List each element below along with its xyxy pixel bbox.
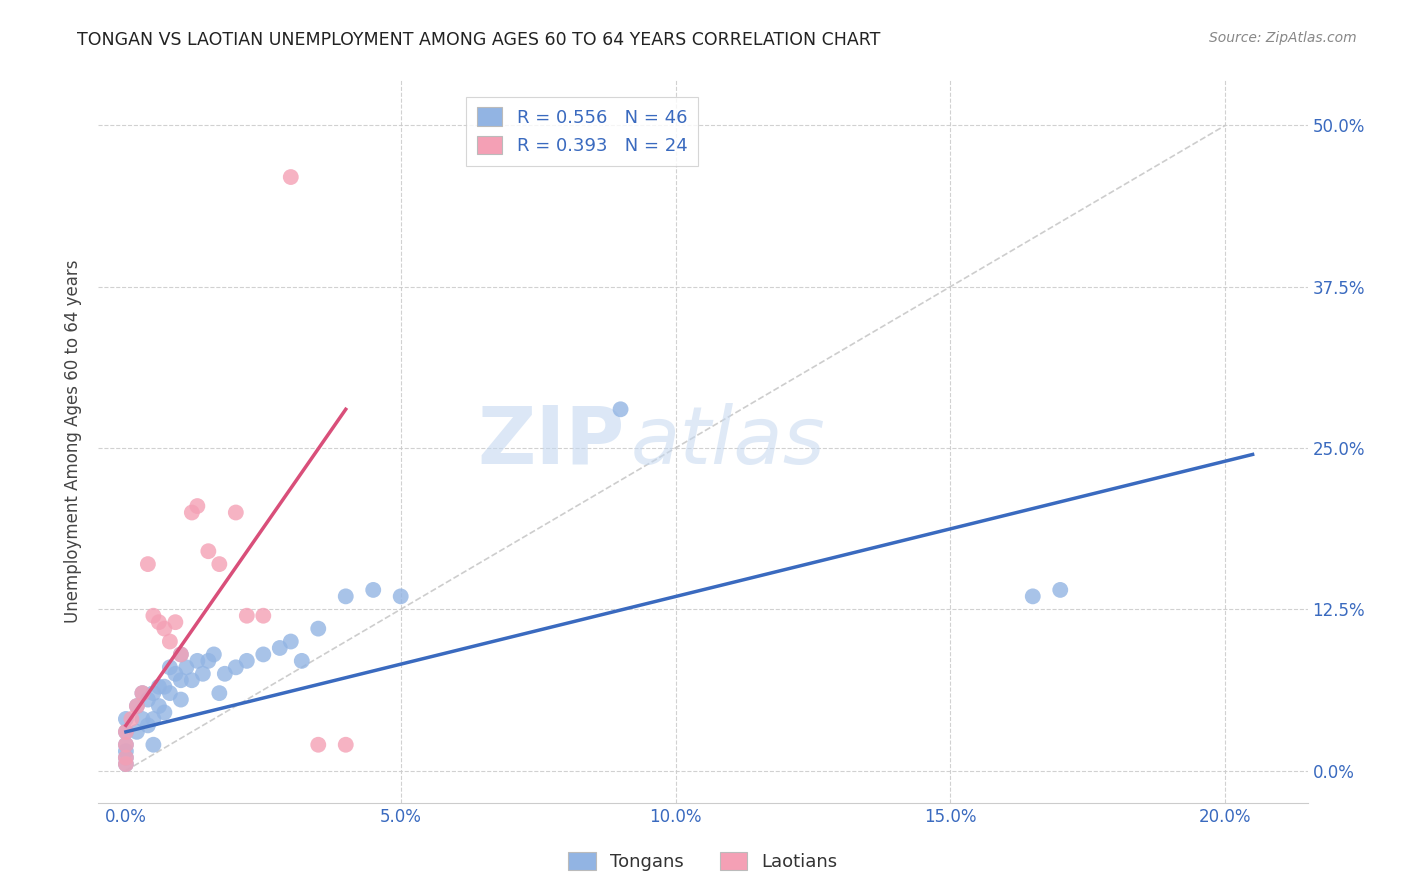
Point (361, 582, 384, 597)
Point (307, 622, 329, 636)
Text: Source: ZipAtlas.com: Source: ZipAtlas.com (1209, 31, 1357, 45)
Point (280, 169, 302, 184)
Point (153, 706, 176, 720)
Point (236, 608, 259, 623)
Point (136, 718, 159, 732)
Point (225, 506, 247, 520)
Point (159, 660, 181, 674)
Point (115, 738, 138, 752)
Point (115, 757, 138, 772)
Point (125, 724, 148, 739)
Point (202, 648, 225, 662)
Point (389, 590, 412, 604)
Y-axis label: Unemployment Among Ages 60 to 64 years: Unemployment Among Ages 60 to 64 years (65, 260, 83, 624)
Point (131, 686, 153, 700)
Point (148, 699, 170, 714)
Point (208, 557, 231, 571)
Point (136, 557, 159, 571)
Point (236, 654, 259, 668)
Point (131, 686, 153, 700)
Point (180, 506, 202, 520)
Point (291, 654, 314, 668)
Point (208, 686, 231, 700)
Point (159, 634, 181, 648)
Point (170, 692, 193, 706)
Text: atlas: atlas (630, 402, 825, 481)
Point (335, 738, 357, 752)
Point (115, 724, 138, 739)
Point (136, 692, 159, 706)
Point (1049, 582, 1071, 597)
Point (115, 712, 138, 726)
Point (225, 660, 247, 674)
Point (131, 712, 153, 726)
Point (170, 648, 193, 662)
Point (153, 622, 176, 636)
Point (180, 673, 202, 688)
Point (148, 680, 170, 694)
Point (165, 666, 187, 681)
Point (115, 750, 138, 764)
Point (170, 648, 193, 662)
Point (142, 712, 165, 726)
Legend: Tongans, Laotians: Tongans, Laotians (561, 845, 845, 879)
Point (1022, 590, 1045, 604)
Point (269, 640, 291, 655)
Point (142, 608, 165, 623)
Point (165, 615, 187, 630)
Point (197, 544, 219, 558)
Point (153, 680, 176, 694)
Point (176, 660, 198, 674)
Point (307, 738, 329, 752)
Point (197, 654, 219, 668)
Point (115, 757, 138, 772)
Point (159, 686, 181, 700)
Point (170, 673, 193, 688)
Text: ZIP: ZIP (477, 402, 624, 481)
Point (148, 615, 170, 630)
Point (214, 666, 236, 681)
Point (186, 654, 208, 668)
Point (125, 699, 148, 714)
Point (252, 608, 274, 623)
Point (280, 634, 302, 648)
Text: TONGAN VS LAOTIAN UNEMPLOYMENT AMONG AGES 60 TO 64 YEARS CORRELATION CHART: TONGAN VS LAOTIAN UNEMPLOYMENT AMONG AGE… (77, 31, 880, 49)
Legend: R = 0.556   N = 46, R = 0.393   N = 24: R = 0.556 N = 46, R = 0.393 N = 24 (465, 96, 699, 166)
Point (252, 648, 274, 662)
Point (115, 750, 138, 764)
Point (609, 402, 631, 417)
Point (186, 499, 208, 513)
Point (125, 699, 148, 714)
Point (115, 744, 138, 758)
Point (142, 686, 165, 700)
Point (115, 724, 138, 739)
Point (191, 666, 214, 681)
Point (335, 590, 357, 604)
Point (115, 738, 138, 752)
Point (120, 712, 142, 726)
Point (142, 738, 165, 752)
